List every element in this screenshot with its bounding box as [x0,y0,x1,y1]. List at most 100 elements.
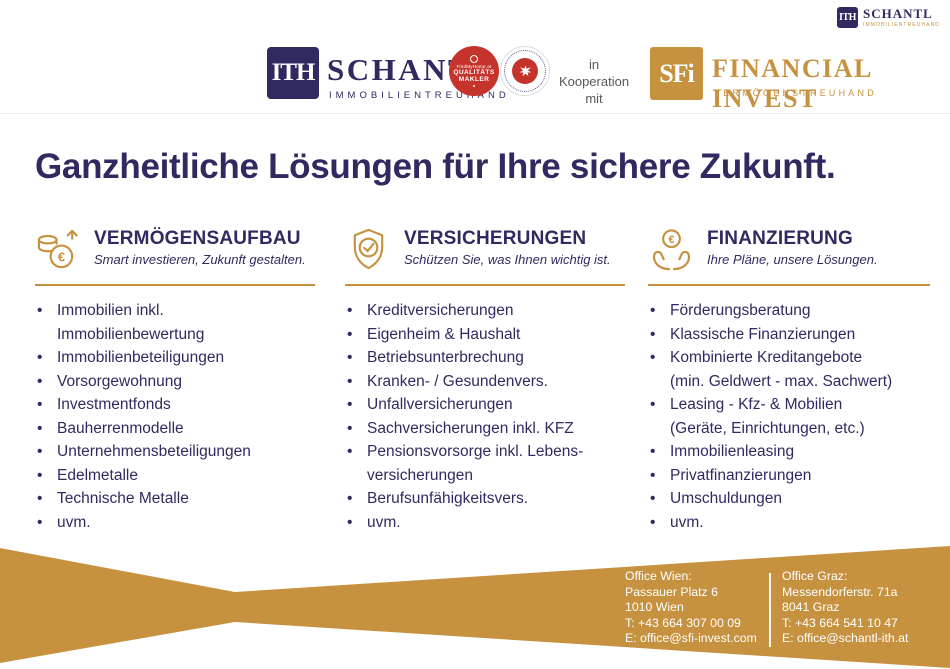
ith-logo-icon: ITH [267,47,319,99]
list-item-label: Umschuldungen [670,490,783,507]
list-item-label: Klassische Finanzierungen [670,325,856,343]
list-item-label: Bauherrenmodelle [57,419,184,437]
list-item-label: Privatfinanzierungen [670,466,812,484]
list-item: Immobilienbeteiligungen [35,346,315,370]
list-item-label: uvm. [670,513,704,531]
list-item: Kranken- / Gesundenvers. [345,370,625,394]
list-item-label: Sachversicherungen inkl. KFZ [367,419,574,437]
column-title: VERMÖGENSAUFBAU [94,228,301,249]
list-item: uvm. [648,511,930,535]
svg-text:€: € [58,249,65,264]
footer-ribbon: Office Wien: Passauer Platz 6 1010 Wien … [0,546,950,668]
seal-core [512,58,538,84]
gold-divider [648,284,930,286]
list-item: Vorsorgewohnung [35,370,315,394]
list-item: Pensionsvorsorge inkl. Lebens- versicher… [345,440,625,487]
section-versicherungen: VERSICHERUNGEN Schützen Sie, was Ihnen w… [345,226,625,534]
list-item-label: uvm. [57,513,91,531]
office-contact-line: E: office@schantl-ith.at [782,631,909,646]
list-item-label: Förderungsberatung [670,302,811,319]
office-contact-line: E: office@sfi-invest.com [625,631,757,646]
list-item-label: Unternehmensbeteiligungen [57,443,251,460]
page-title: Ganzheitliche Lösungen für Ihre sichere … [35,147,836,186]
office-graz-title: Office Graz: [782,569,848,583]
list-item-label: Immobilienbeteiligungen [57,349,225,366]
hands-euro-icon: € [652,229,691,271]
schantl-subtitle: IMMOBILIENTREUHAND [329,90,510,101]
eagle-icon [518,64,532,76]
section-finanzierung: € FINANZIERUNG Ihre Pläne, unsere Lösung… [648,226,930,534]
list-item-label: Leasing - Kfz- & Mobilien (Geräte, Einri… [670,396,865,437]
header-divider [0,113,950,114]
list-item-label: Technische Metalle [57,490,189,507]
badge-emblem-icon [470,54,478,63]
list-item: Eigenheim & Haushalt [345,323,625,347]
list-item: uvm. [345,511,625,535]
list-item-label: Unfallversicherungen [367,396,513,413]
badge-line1: QUALITÄTS [453,68,495,76]
seal-text-ring [504,50,546,92]
finanzierung-list: Förderungsberatung Klassische Finanzieru… [648,299,930,534]
austrian-eagle-seal-icon [500,46,550,96]
svg-text:€: € [669,234,675,246]
list-item-label: Immobilien inkl. Immobilienbewertung [57,302,205,343]
list-item-label: Eigenheim & Haushalt [367,325,521,343]
list-item: Technische Metalle [35,487,315,511]
column-subtitle: Schützen Sie, was Ihnen wichtig ist. [404,252,611,267]
list-item: Förderungsberatung [648,299,930,323]
list-item-label: Betriebsunterbrechung [367,349,524,366]
shield-check-icon [353,228,384,270]
office-wien-block: Office Wien: Passauer Platz 6 1010 Wien … [625,569,757,647]
list-item: Sachversicherungen inkl. KFZ [345,417,625,441]
list-item: Immobilienleasing [648,440,930,464]
list-item: Immobilien inkl. Immobilienbewertung [35,299,315,346]
ith-logo-icon: ITH [836,7,858,28]
list-item: uvm. [35,511,315,535]
sfi-wordmark: FINANCIAL INVEST [712,54,872,113]
office-graz-lines: Messendorferstr. 71a 8041 Graz T: +43 66… [782,585,908,647]
list-item: Privatfinanzierungen [648,464,930,488]
list-item: Bauherrenmodelle [35,417,315,441]
list-item-label: Kranken- / Gesundenvers. [367,372,548,390]
list-item-label: uvm. [367,513,401,531]
list-item: Unfallversicherungen [345,393,625,417]
cooperation-text: in Kooperation mit [558,57,630,106]
badge-line2: MAKLER [458,76,490,84]
list-item-label: Immobilienleasing [670,443,795,460]
list-item-label: Investmentfonds [57,396,171,413]
badge-dot-icon [473,85,475,88]
list-item-label: Berufsunfähigkeitsvers. [367,490,529,507]
column-title: FINANZIERUNG [707,228,853,249]
column-title: VERSICHERUNGEN [404,228,587,249]
list-item: Investmentfonds [35,393,315,417]
gold-divider [345,284,625,286]
office-contact-line: T: +43 664 307 00 09 [625,615,741,630]
footer-divider [769,573,771,647]
coins-euro-growth-icon: € [37,229,78,269]
office-contact-line: Messendorferstr. 71a [782,584,898,599]
list-item: Unternehmensbeteiligungen [35,440,315,464]
office-graz-block: Office Graz: Messendorferstr. 71a 8041 G… [782,569,908,647]
office-contact-line: 1010 Wien [625,600,684,615]
list-item-label: Kreditversicherungen [367,302,514,319]
list-item: Betriebsunterbrechung [345,346,625,370]
corner-brand-name: SCHANTL [862,6,933,21]
vermoegensaufbau-list: Immobilien inkl. Immobilienbewertung Imm… [35,299,315,534]
list-item: Edelmetalle [35,464,315,488]
corner-brand-subtitle: IMMOBILIENTREUHAND [862,22,940,28]
list-item: Kombinierte Kreditangebote (min. Geldwer… [648,346,930,393]
list-item: Klassische Finanzierungen [648,323,930,347]
list-item: Leasing - Kfz- & Mobilien (Geräte, Einri… [648,393,930,440]
list-item: Berufsunfähigkeitsvers. [345,487,625,511]
office-contact-line: T: +43 664 541 10 47 [782,615,898,630]
list-item-label: Edelmetalle [57,466,138,484]
list-item-label: Vorsorgewohnung [57,372,182,390]
quality-makler-badge: FindMyHome.at QUALITÄTS MAKLER [449,46,499,96]
sfi-subtitle: VERMÖGENSTREUHAND [714,88,877,98]
office-wien-title: Office Wien: [625,569,692,583]
gold-divider [35,284,315,286]
office-contact-line: Passauer Platz 6 [625,584,718,599]
badge-brand-label: FindMyHome.at [456,63,492,69]
versicherungen-list: Kreditversicherungen Eigenheim & Haushal… [345,299,625,534]
